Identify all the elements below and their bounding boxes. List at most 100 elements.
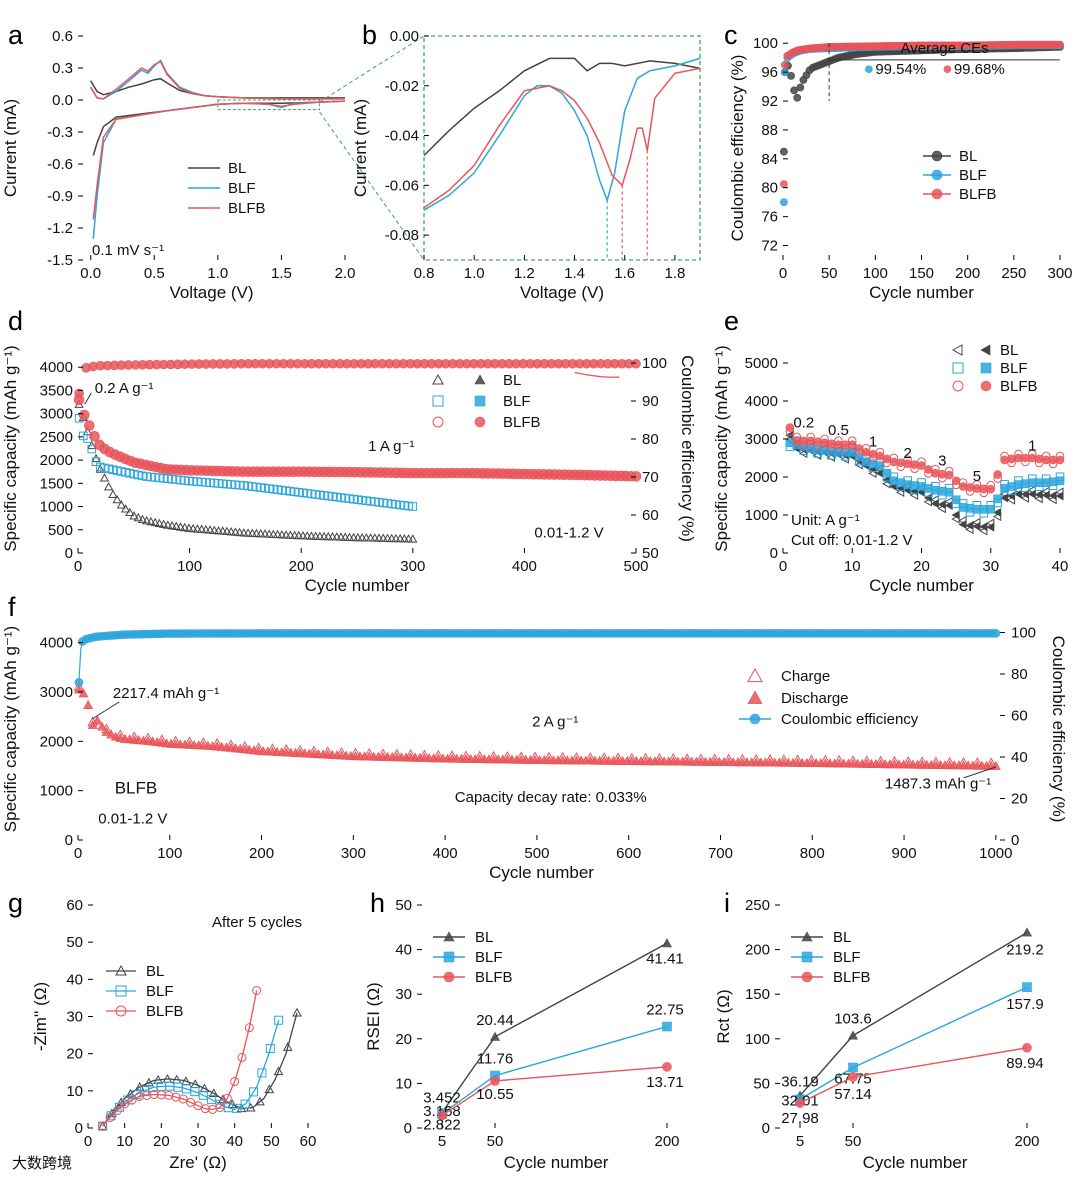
legend-i-marker-BL xyxy=(801,931,813,942)
avg-ce-title: Average CEs xyxy=(901,40,989,57)
panel-label-e: e xyxy=(724,306,739,336)
e-discharge-point-BL xyxy=(1055,491,1064,501)
eis-fit-BLFB xyxy=(102,990,258,1127)
cv-curve-BLFB xyxy=(92,100,346,220)
eis-point-BL xyxy=(255,1096,265,1106)
y-tick-label: 2000 xyxy=(40,452,73,469)
legend-d-label-BL: BL xyxy=(503,372,521,389)
x-tick-label: 600 xyxy=(616,845,641,862)
x-tick-label: 1.6 xyxy=(614,265,635,282)
y-tick-label: 0 xyxy=(65,545,73,562)
resistance-point-BL xyxy=(1021,927,1033,937)
x-tick-label: 500 xyxy=(524,845,549,862)
e-discharge-point-BL xyxy=(923,493,932,503)
legend-i-marker-BLFB xyxy=(801,971,813,983)
legend-i-label-BLF: BLF xyxy=(833,949,861,966)
legend-d-label-BLFB: BLFB xyxy=(503,414,541,431)
f-charge-point xyxy=(681,753,693,763)
x-tick-label: 700 xyxy=(708,845,733,862)
y-tick-label: 10 xyxy=(66,1083,83,1100)
legend-e-open-BLFB xyxy=(952,380,964,392)
cutoff-note: Cut off: 0.01-1.2 V xyxy=(791,532,912,549)
eis-point-BL xyxy=(273,1066,284,1076)
x-tick-label: 100 xyxy=(177,558,202,575)
y-tick-label: 72 xyxy=(761,238,778,255)
f-charge-point xyxy=(847,755,859,765)
legend-d-label-BLF: BLF xyxy=(503,393,531,410)
eis-point-BL xyxy=(264,1084,275,1094)
eis-point-BLF xyxy=(265,1044,275,1054)
d-capacity-point-BL xyxy=(133,512,143,522)
y-tick-label: 88 xyxy=(761,122,778,139)
x-tick-label: 20 xyxy=(153,1133,170,1150)
eis-point-BLFB xyxy=(156,1090,166,1100)
x-tick-label: 0 xyxy=(84,1133,92,1150)
rate-label: 3 xyxy=(938,453,946,470)
x-tick-label: 50 xyxy=(263,1133,280,1150)
f-charge-point xyxy=(833,754,845,765)
x-tick-label: 50 xyxy=(845,1133,862,1150)
legend-a-blfb-label: BLFB xyxy=(228,200,266,217)
y-tick-label: -0.04 xyxy=(385,128,419,145)
d-capacity-point-BL xyxy=(209,525,219,534)
d-capacity-point-BL xyxy=(192,524,203,533)
f-discharge-point xyxy=(73,684,84,694)
e-discharge-point-BLFB xyxy=(847,440,857,450)
y-tick-label: 1000 xyxy=(40,783,73,800)
x-axis-label: Voltage (V) xyxy=(169,283,253,302)
legend-g-label-BLF: BLF xyxy=(146,983,174,1000)
f-charge-point xyxy=(792,754,804,764)
resistance-point-BL xyxy=(661,938,673,948)
f-discharge-point xyxy=(92,715,103,725)
legend-h-marker-BLFB xyxy=(443,971,455,983)
y2-axis-label: Coulombic efficiency (%) xyxy=(678,355,697,542)
y-tick-label: 0 xyxy=(75,1120,83,1137)
e-discharge-point-BL xyxy=(1006,491,1016,501)
f-charge-point xyxy=(322,746,334,756)
f-charge-point xyxy=(889,755,900,766)
x-axis-label: Cycle number xyxy=(863,1153,968,1172)
y-tick-label: 0 xyxy=(404,1120,412,1137)
d-capacity-point-BL xyxy=(175,522,186,531)
y-tick-label: -0.08 xyxy=(385,227,419,244)
panel-label-c: c xyxy=(724,20,738,50)
legend-i-label-BLFB: BLFB xyxy=(833,969,871,986)
legend-e-label-BLF: BLF xyxy=(1000,360,1028,377)
scan-rate-annotation: 0.1 mV s⁻¹ xyxy=(92,242,164,259)
f-charge-point xyxy=(515,751,527,761)
f-charge-point xyxy=(902,756,914,766)
x-tick-label: 50 xyxy=(821,265,838,282)
y-tick-label: 4000 xyxy=(40,635,73,652)
e-discharge-point-BL xyxy=(972,521,981,531)
cv-curve-BLFB xyxy=(90,60,345,100)
y-tick-label: 0 xyxy=(762,1120,770,1137)
x-axis-label: Cycle number xyxy=(305,576,410,595)
legend-d-open-BL xyxy=(432,373,444,385)
d-capacity-point-BLF xyxy=(408,502,418,511)
voltage-window-annotation: 0.01-1.2 V xyxy=(534,525,603,542)
x-tick-label: 150 xyxy=(909,265,934,282)
y-axis-label: Coulombic efficiency (%) xyxy=(728,55,747,242)
cv-curve-BLF xyxy=(92,100,346,239)
x-tick-label: 30 xyxy=(190,1133,207,1150)
value-label-BL: 219.2 xyxy=(1006,941,1044,958)
value-label-BLFB: 10.55 xyxy=(476,1086,514,1103)
eis-point-BLF xyxy=(106,1111,116,1121)
eis-annotation: After 5 cycles xyxy=(212,914,302,931)
d-capacity-point-BL xyxy=(180,522,190,532)
f-charge-point xyxy=(654,752,665,763)
f-charge-point xyxy=(128,731,140,741)
legend-d-open-BLFB xyxy=(432,416,444,428)
f-charge-point xyxy=(875,755,886,766)
legend-e-label-BL: BL xyxy=(1000,342,1018,359)
f-charge-point xyxy=(239,740,251,751)
y-tick-label: 30 xyxy=(66,1009,83,1026)
f-charge-point xyxy=(115,729,126,740)
f-charge-point xyxy=(156,734,168,744)
f-charge-point xyxy=(350,747,361,758)
value-label-BL: 103.6 xyxy=(834,1011,872,1028)
y-tick-label: 4000 xyxy=(40,359,73,376)
x-axis-label: Voltage (V) xyxy=(520,283,604,302)
cv-zoom-curve-BLF xyxy=(423,57,701,211)
ce-point-BL xyxy=(796,83,805,92)
